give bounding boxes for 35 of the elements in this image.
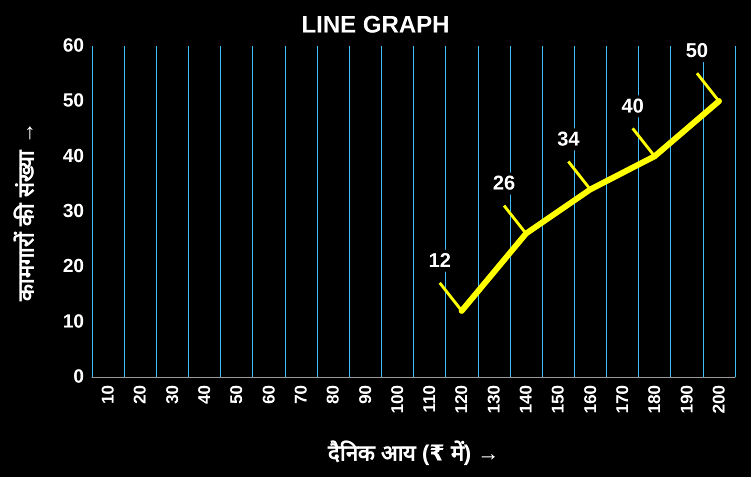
x-tick-label: 130	[484, 385, 504, 414]
y-tick-label: 0	[73, 366, 84, 388]
data-label: 50	[686, 40, 708, 62]
y-tick-label: 60	[62, 36, 84, 56]
x-tick-label: 90	[356, 385, 375, 404]
data-label: 12	[428, 250, 451, 272]
data-label: 40	[622, 95, 644, 118]
x-tick-label: 110	[420, 385, 440, 412]
x-tick-label: 50	[227, 385, 246, 404]
x-tick-label: 200	[709, 385, 728, 414]
y-tick-label: 40	[62, 146, 84, 167]
data-label: 26	[492, 172, 516, 195]
x-tick-label: 150	[548, 385, 568, 414]
x-tick-label: 20	[130, 385, 150, 404]
y-tick-label: 20	[62, 256, 84, 278]
x-tick-label: 10	[98, 385, 118, 404]
x-tick-label: 70	[291, 385, 310, 404]
x-tick-label: 160	[580, 385, 600, 414]
x-tick-label: 180	[645, 385, 664, 414]
chart-title: LINE GRAPH	[301, 12, 450, 38]
x-tick-label: 80	[324, 385, 343, 404]
x-tick-label: 100	[388, 385, 407, 414]
y-tick-label: 50	[62, 90, 84, 112]
x-tick-label: 190	[677, 385, 696, 414]
data-label: 34	[557, 128, 580, 150]
x-tick-label: 170	[612, 385, 632, 414]
y-tick-label: 10	[62, 311, 84, 332]
x-tick-label: 40	[195, 385, 214, 404]
x-tick-label: 30	[162, 385, 182, 404]
x-tick-label: 120	[452, 385, 472, 414]
x-tick-label: 60	[259, 385, 278, 404]
y-axis-title: कामगारों की संख्या →	[12, 122, 38, 302]
y-tick-label: 30	[62, 201, 84, 222]
x-axis-title: दैनिक आय (₹ में) →	[326, 440, 500, 466]
x-tick-label: 140	[516, 385, 536, 414]
